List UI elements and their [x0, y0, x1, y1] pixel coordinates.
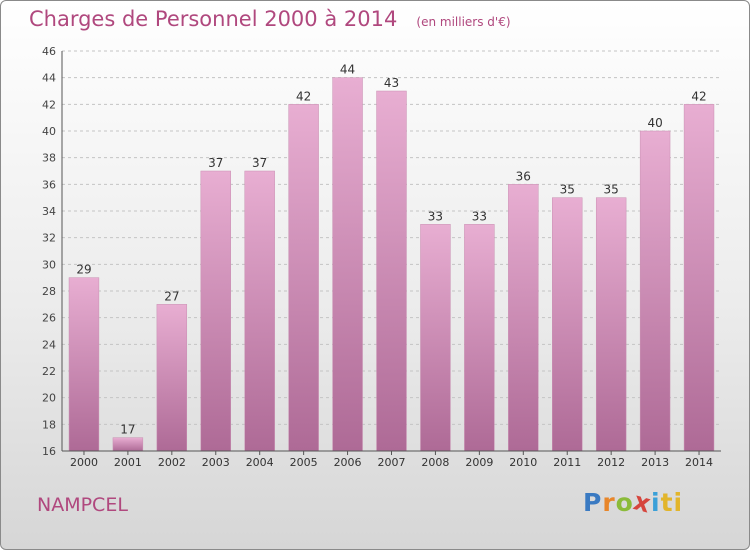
bar	[420, 224, 451, 452]
y-tick-label: 40	[42, 125, 56, 138]
x-tick-label: 2012	[597, 456, 625, 469]
x-tick-label: 2006	[334, 456, 362, 469]
data-label: 33	[472, 209, 487, 223]
x-tick-label: 2004	[246, 456, 274, 469]
y-tick-label: 16	[42, 445, 56, 458]
logo-letter: i	[673, 488, 684, 517]
bar	[508, 184, 539, 452]
commune-name: NAMPCEL	[37, 494, 128, 516]
bar	[683, 104, 715, 452]
x-tick-label: 2000	[70, 456, 98, 469]
axes: 16 18 20 22 24 26 28 30 32 34 36 38 40 42 44 46 2000 2001…	[42, 45, 721, 469]
bar	[464, 224, 495, 452]
bar	[244, 170, 275, 452]
y-tick-label: 18	[42, 418, 56, 431]
logo-letter: r	[602, 488, 616, 517]
bar	[288, 104, 319, 452]
x-tick-label: 2010	[509, 456, 537, 469]
title-row: Charges de Personnel 2000 à 2014 (en mil…	[29, 7, 511, 31]
logo-letter: o	[615, 488, 634, 517]
data-label: 35	[560, 183, 575, 197]
data-label: 33	[428, 209, 443, 223]
y-tick-label: 42	[42, 98, 56, 111]
bar	[200, 170, 231, 452]
bar	[68, 277, 100, 452]
bars: 29 17 27 37 37 42 44 43 33 33 36 35 35 40 42	[68, 63, 715, 452]
y-tick-label: 36	[42, 178, 56, 191]
data-label: 17	[120, 423, 135, 437]
data-label: 42	[691, 89, 706, 103]
chart-subtitle: (en milliers d'€)	[416, 15, 511, 29]
bar	[595, 197, 627, 452]
data-label: 37	[252, 156, 267, 170]
bar	[156, 304, 188, 452]
bar	[552, 197, 583, 452]
data-label: 37	[208, 156, 223, 170]
y-tick-label: 34	[42, 205, 56, 218]
data-label: 29	[76, 263, 91, 277]
x-tick-label: 2001	[114, 456, 142, 469]
x-tick-label: 2003	[202, 456, 230, 469]
y-tick-label: 44	[42, 72, 56, 85]
y-tick-label: 20	[42, 392, 56, 405]
bar	[376, 90, 407, 452]
proxiti-logo: Proxiti	[583, 486, 684, 518]
x-tick-label: 2008	[421, 456, 449, 469]
y-tick-label: 22	[42, 365, 56, 378]
logo-letter: P	[583, 488, 603, 517]
data-label: 42	[296, 89, 311, 103]
y-tick-label: 24	[42, 338, 56, 351]
data-label: 35	[604, 183, 619, 197]
data-label: 44	[340, 63, 355, 77]
data-label: 43	[384, 76, 399, 90]
y-tick-label: 28	[42, 285, 56, 298]
x-tick-label: 2014	[685, 456, 713, 469]
x-tick-label: 2002	[158, 456, 186, 469]
logo-letter: t	[660, 488, 674, 517]
y-tick-label: 38	[42, 152, 56, 165]
data-label: 27	[164, 289, 179, 303]
y-tick-label: 30	[42, 258, 56, 271]
bar	[639, 130, 671, 452]
y-tick-label: 32	[42, 232, 56, 245]
y-tick-label: 46	[42, 45, 56, 58]
logo-letter: i	[651, 488, 661, 517]
data-label: 40	[647, 116, 662, 130]
bar	[332, 77, 363, 452]
x-tick-label: 2005	[290, 456, 318, 469]
y-tick-label: 26	[42, 312, 56, 325]
bar	[112, 437, 144, 452]
chart-title: Charges de Personnel 2000 à 2014	[29, 7, 398, 31]
x-tick-label: 2007	[378, 456, 406, 469]
x-tick-label: 2009	[465, 456, 493, 469]
x-tick-label: 2013	[641, 456, 669, 469]
x-tick-label: 2011	[553, 456, 581, 469]
data-label: 36	[516, 169, 531, 183]
